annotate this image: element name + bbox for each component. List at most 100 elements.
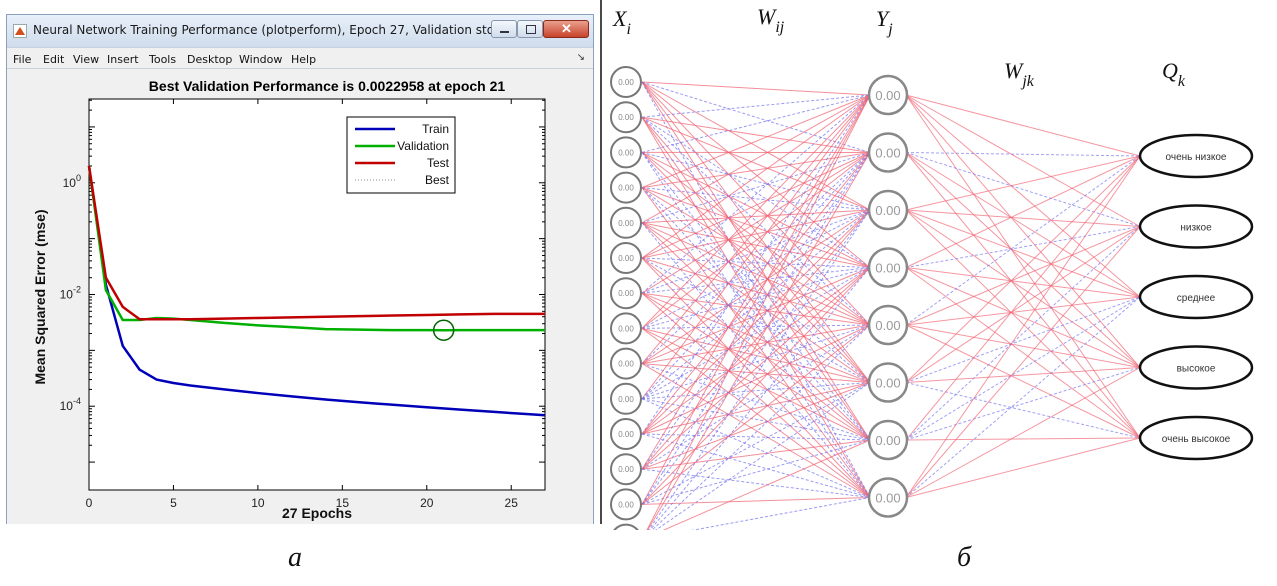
input-node [610, 347, 642, 380]
connection-ij [641, 151, 871, 268]
connection-jk [905, 155, 1141, 268]
x-tick-label: 5 [170, 496, 177, 510]
menu-view[interactable]: View [73, 53, 100, 66]
connection-ij [641, 292, 871, 498]
connection-ij [641, 81, 871, 383]
connection-jk [905, 324, 1141, 368]
input-node [610, 101, 642, 134]
connection-ij [641, 222, 871, 383]
connection-ij [641, 398, 871, 441]
network-diagram: 0.00 0.00 0.00 0.00 0.00 0.00 0.00 0.00 0.00 0.00… [610, 4, 1254, 530]
dock-arrow-icon[interactable]: ↘ [576, 52, 585, 63]
output-node [1138, 204, 1254, 249]
connection-ij [641, 257, 871, 498]
connection-ij [641, 468, 871, 498]
connection-jk [905, 382, 1141, 439]
connection-ij [641, 94, 871, 435]
connection-jk [905, 155, 1141, 211]
menu-file[interactable]: File [13, 53, 32, 66]
connection-ij [641, 152, 871, 329]
connection-ij [641, 152, 871, 441]
connection-jk [905, 296, 1141, 498]
output-node-label: низкое [1180, 223, 1212, 234]
x-axis-label: 27 Epochs [282, 505, 352, 521]
connection-ij [641, 267, 871, 400]
connection-ij [641, 433, 871, 441]
input-node-value: 0.00 [618, 219, 634, 228]
input-node [610, 453, 642, 486]
connection-ij [641, 363, 871, 498]
menu-insert[interactable]: Insert [107, 53, 139, 66]
input-node [610, 382, 642, 415]
chart-title: Best Validation Performance is 0.0022958… [149, 78, 506, 94]
hidden-node [867, 74, 909, 116]
connection-ij [641, 151, 871, 211]
connection-jk [905, 94, 1141, 157]
connection-jk [905, 296, 1141, 383]
connection-jk [905, 226, 1141, 326]
y-tick-label: 10-2 [60, 285, 81, 302]
connection-ij [647, 152, 871, 530]
x-tick-label: 20 [420, 496, 434, 510]
connection-ij [641, 292, 871, 441]
connection-ij [641, 152, 871, 294]
connection-ij [641, 187, 871, 326]
close-button[interactable]: ✕ [543, 20, 589, 38]
x-tick-label: 25 [505, 496, 519, 510]
connection-ij [641, 398, 871, 498]
connection-jk [905, 152, 1141, 227]
connection-ij [641, 81, 871, 96]
output-node-label: среднее [1177, 293, 1216, 304]
hidden-node-value: 0.00 [875, 146, 900, 161]
connection-jk [905, 94, 1141, 298]
connection-jk [905, 155, 1141, 383]
connection-ij [641, 94, 871, 118]
hidden-node [867, 189, 909, 231]
connection-jk [905, 296, 1141, 326]
input-node [610, 206, 642, 239]
menu-desktop[interactable]: Desktop [187, 53, 233, 66]
minimize-button[interactable] [491, 20, 517, 38]
input-node [610, 242, 642, 274]
hidden-node [867, 304, 909, 346]
window-title: Neural Network Training Performance (plo… [33, 23, 506, 37]
connection-ij [641, 81, 871, 268]
input-node-value: 0.00 [618, 148, 634, 157]
connection-ij [641, 94, 871, 364]
input-node [610, 136, 642, 169]
connection-ij [641, 94, 871, 259]
connection-ij [641, 222, 871, 326]
output-node [1138, 345, 1254, 390]
menu-edit[interactable]: Edit [43, 53, 65, 66]
x-tick-label: 10 [251, 496, 265, 510]
input-node-value: 0.00 [618, 78, 634, 87]
menu-bar: File Edit View Insert Tools Desktop Wind… [7, 47, 593, 69]
maximize-button[interactable] [517, 20, 543, 38]
connection-ij [641, 152, 871, 435]
connection-jk [905, 296, 1141, 441]
menu-window[interactable]: Window [239, 53, 283, 66]
output-node [1138, 133, 1254, 179]
connection-ij [641, 187, 871, 268]
hidden-node-value: 0.00 [875, 491, 900, 506]
maximize-icon [526, 25, 536, 34]
connection-jk [905, 226, 1141, 268]
input-node-value: 0.00 [618, 500, 634, 509]
connection-ij [641, 382, 871, 505]
connection-ij [641, 433, 871, 498]
matlab-icon [13, 24, 27, 38]
input-node-value: 0.00 [618, 430, 634, 439]
connection-ij [641, 209, 871, 435]
connection-ij [641, 257, 871, 383]
hidden-node [867, 477, 909, 518]
connection-ij [662, 439, 871, 530]
input-node [613, 523, 639, 530]
connection-ij [691, 497, 871, 530]
connection-ij [641, 222, 871, 441]
connection-ij [641, 116, 871, 268]
input-node-value: 0.00 [618, 324, 634, 333]
title-bar[interactable]: Neural Network Training Performance (plo… [7, 15, 593, 47]
connection-ij [641, 363, 871, 441]
menu-help[interactable]: Help [291, 53, 317, 66]
menu-tools[interactable]: Tools [149, 53, 177, 66]
